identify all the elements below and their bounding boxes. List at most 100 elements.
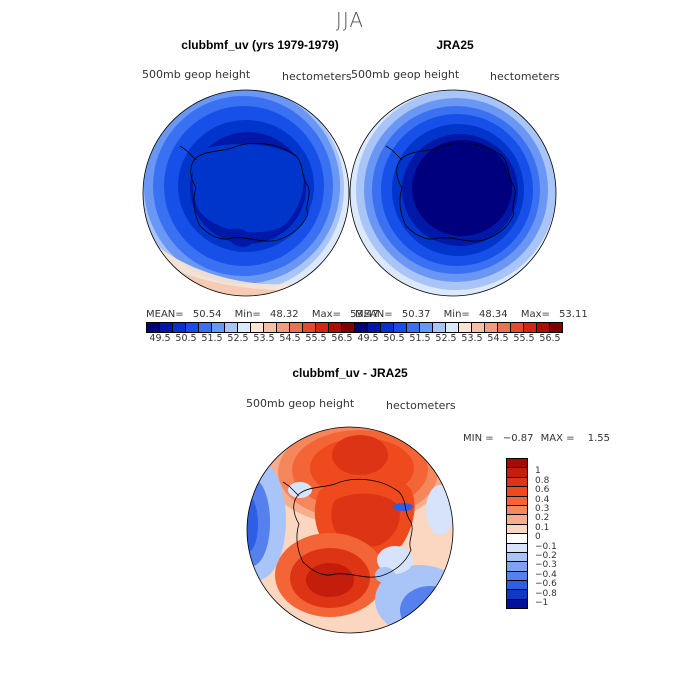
panel2-right-label: hectometers: [490, 70, 560, 83]
panel2-max-label: Max=: [520, 309, 550, 320]
diff-max-label: MAX =: [540, 433, 575, 444]
diff-colorbar: [506, 458, 528, 610]
colorbar-swatch: [458, 322, 472, 333]
diff-title: clubbmf_uv - JRA25: [292, 366, 408, 380]
diff-colorbar-tick-label: 0.6: [535, 485, 550, 496]
colorbar-swatch: [484, 322, 498, 333]
colorbar-swatch: [393, 322, 407, 333]
diff-stats: MIN = −0.87 MAX = 1.55: [463, 433, 610, 444]
colorbar-swatch: [419, 322, 433, 333]
panel1-mean-value: 50.54: [192, 309, 222, 320]
colorbar-swatch: [510, 322, 524, 333]
panel2-left-label: 500mb geop height: [351, 68, 460, 81]
diff-min-value: −0.87: [502, 433, 534, 444]
panel1-left-label: 500mb geop height: [142, 68, 251, 81]
colorbar-tick-label: 53.5: [461, 333, 483, 344]
panel1-right-label: hectometers: [282, 70, 352, 83]
diff-colorbar-swatch: [506, 598, 528, 610]
colorbar-swatch: [432, 322, 446, 333]
colorbar-swatch: [159, 322, 173, 333]
panel2-colorbar: 49.5 50.5 51.5 52.5 53.5 54.5 55.5 56.5: [354, 322, 564, 345]
colorbar-swatch: [172, 322, 186, 333]
diff-antarctica-outline: [282, 479, 413, 578]
colorbar-swatch: [302, 322, 316, 333]
panel1-antarctica-outline: [179, 143, 310, 242]
diff-max-value: 1.55: [587, 433, 610, 444]
panel1-mean-label: MEAN=: [146, 309, 184, 320]
diff-left-label: 500mb geop height: [246, 397, 355, 410]
colorbar-tick-label: 52.5: [227, 333, 249, 344]
colorbar-tick-label: 56.5: [539, 333, 561, 344]
diff-right-label: hectometers: [386, 399, 456, 412]
colorbar-swatch: [237, 322, 251, 333]
diff-colorbar-tick-label: 0.1: [535, 522, 550, 533]
colorbar-swatch: [263, 322, 277, 333]
panel1-colorbar: 49.5 50.5 51.5 52.5 53.5 54.5 55.5 56.5: [146, 322, 356, 345]
diff-colorbar-tick-label: −0.3: [535, 560, 557, 571]
colorbar-swatch: [276, 322, 290, 333]
colorbar-swatch: [185, 322, 199, 333]
colorbar-tick-label: 56.5: [331, 333, 353, 344]
colorbar-tick-label: 55.5: [513, 333, 535, 344]
colorbar-swatch: [289, 322, 303, 333]
diff-colorbar-tick-label: 0.8: [535, 475, 550, 486]
colorbar-swatch: [198, 322, 212, 333]
colorbar-tick-label: 49.5: [149, 333, 171, 344]
panel2-antarctica-outline: [385, 143, 516, 242]
colorbar-swatch: [211, 322, 225, 333]
diff-colorbar-tick-label: 0.3: [535, 504, 550, 514]
panel1-max-value: 53.47: [350, 309, 379, 320]
panel2-min-value: 48.34: [478, 309, 508, 320]
diff-colorbar-tick-label: −0.8: [535, 588, 557, 599]
colorbar-tick-label: 55.5: [305, 333, 327, 344]
colorbar-swatch: [367, 322, 381, 333]
colorbar-tick-label: 53.5: [253, 333, 275, 344]
diff-colorbar-tick-label: 0.2: [535, 513, 550, 524]
colorbar-swatch: [328, 322, 342, 333]
diff-colorbar-tick-label: −0.6: [535, 579, 557, 590]
diff-colorbar-tick-label: −0.2: [535, 551, 557, 561]
colorbar-tick-label: 50.5: [383, 333, 405, 344]
colorbar-swatch: [146, 322, 160, 333]
colorbar-swatch: [445, 322, 459, 333]
panel2-title: JRA25: [436, 38, 474, 52]
diff-colorbar-tick-label: 0.4: [535, 494, 550, 505]
diff-colorbar-tick-label: −1: [535, 598, 549, 608]
diff-colorbar-tick-label: −0.4: [535, 569, 557, 580]
colorbar-tick-label: 52.5: [435, 333, 457, 344]
colorbar-tick-label: 49.5: [357, 333, 379, 344]
colorbar-swatch: [549, 322, 563, 333]
colorbar-swatch: [523, 322, 537, 333]
colorbar-tick-label: 54.5: [487, 333, 509, 344]
colorbar-swatch: [471, 322, 485, 333]
diff-colorbar-tick-label: −0.1: [535, 541, 557, 552]
colorbar-tick-label: 54.5: [279, 333, 301, 344]
colorbar-swatch: [536, 322, 550, 333]
panel1-min-value: 48.32: [269, 309, 299, 320]
panel2-min-label: Min=: [443, 309, 470, 320]
colorbar-swatch: [224, 322, 238, 333]
diff-colorbar-tick-label: 1: [535, 466, 541, 477]
colorbar-swatch: [341, 322, 355, 333]
colorbar-swatch: [315, 322, 329, 333]
panel1-max-label: Max=: [311, 309, 341, 320]
panel1-title: clubbmf_uv (yrs 1979-1979): [181, 38, 339, 52]
colorbar-swatch: [497, 322, 511, 333]
panel1-stats: MEAN= 50.54 Min= 48.32 Max= 53.47: [146, 309, 379, 320]
colorbar-tick-label: 51.5: [201, 333, 223, 344]
panel2-mean-value: 50.37: [401, 309, 431, 320]
panel1-min-label: Min=: [234, 309, 261, 320]
colorbar-swatch: [354, 322, 368, 333]
colorbar-swatch: [250, 322, 264, 333]
panel2-stats: MEAN= 50.37 Min= 48.34 Max= 53.11: [355, 309, 588, 320]
colorbar-tick-label: 51.5: [409, 333, 431, 344]
colorbar-swatch: [380, 322, 394, 333]
season-title: JJA: [335, 8, 365, 32]
colorbar-swatch: [406, 322, 420, 333]
diff-colorbar-tick-label: 0: [535, 532, 541, 543]
panel2-max-value: 53.11: [559, 309, 588, 320]
diff-min-label: MIN =: [463, 433, 494, 444]
panel2-mean-label: MEAN=: [355, 309, 393, 320]
colorbar-tick-label: 50.5: [175, 333, 197, 344]
